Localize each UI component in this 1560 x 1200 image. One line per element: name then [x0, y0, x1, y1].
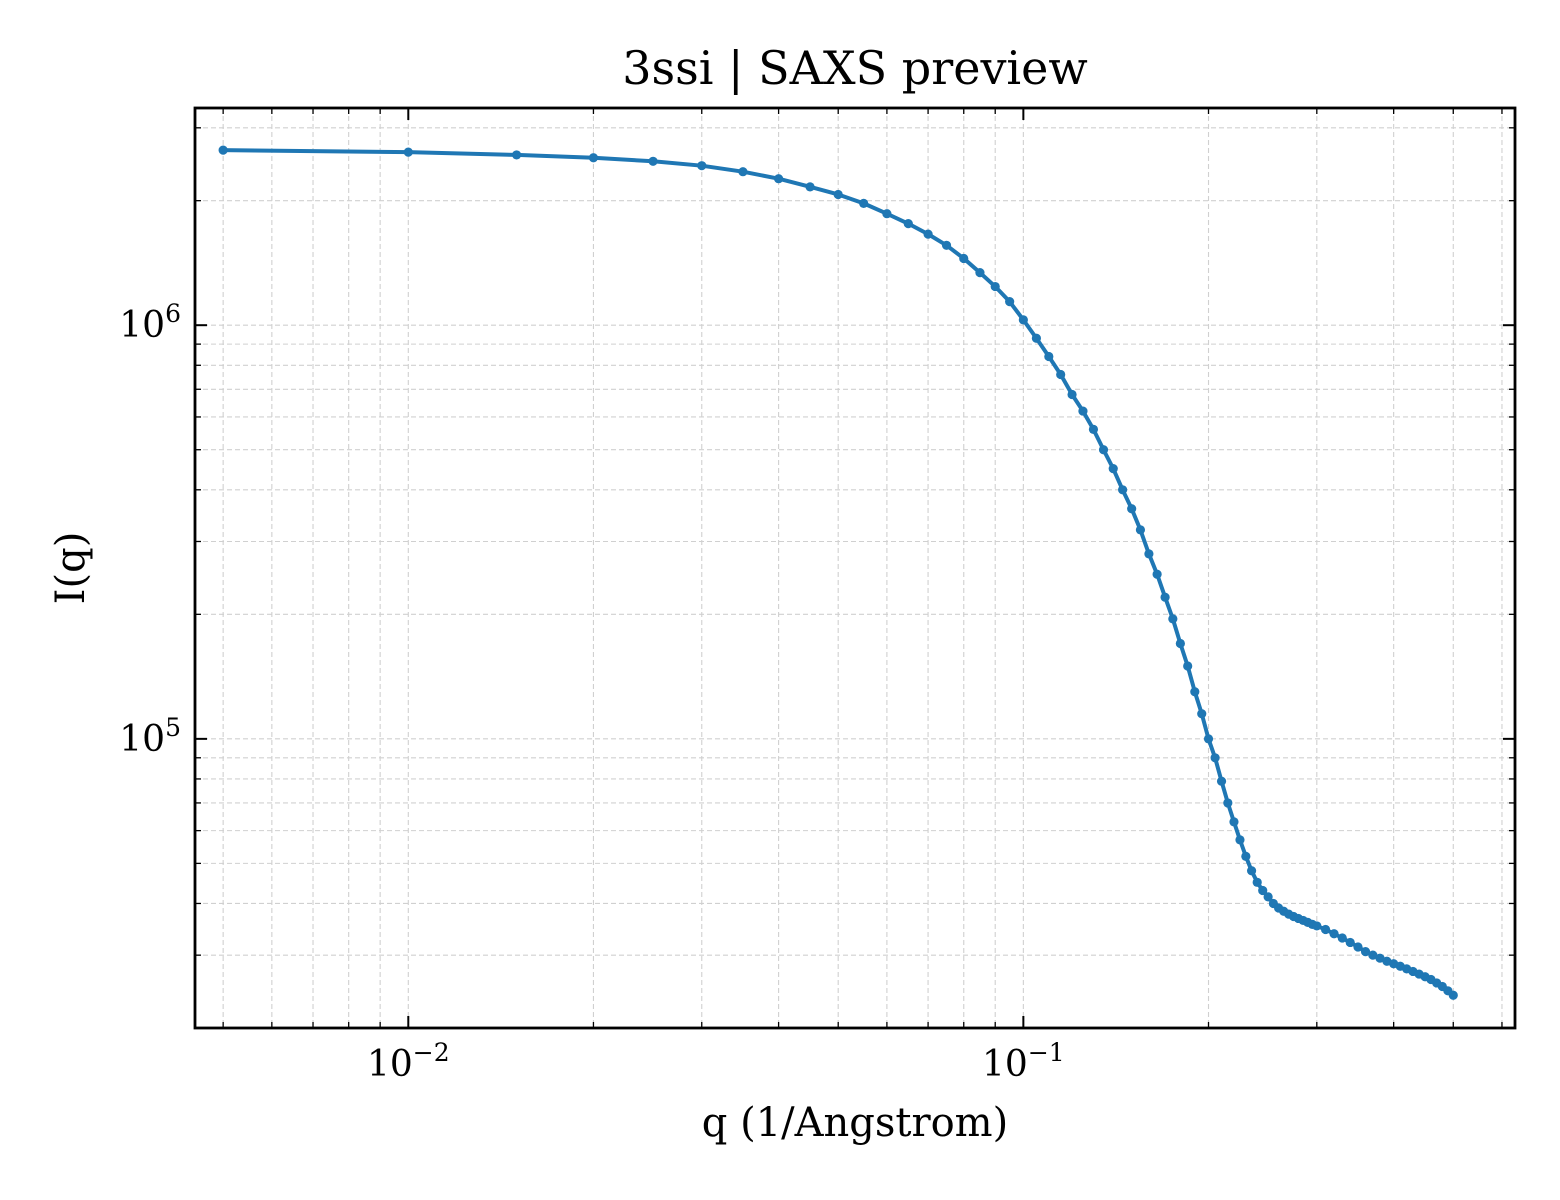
data-point: [1223, 798, 1233, 808]
chart-title: 3ssi | SAXS preview: [622, 41, 1088, 95]
data-point: [1448, 990, 1458, 1000]
series-points: [218, 145, 1458, 1000]
x-axis-label: q (1/Angstrom): [702, 1100, 1008, 1146]
data-point: [1216, 776, 1227, 786]
data-point: [1258, 885, 1268, 896]
y-tick-label: 106: [119, 299, 181, 346]
data-point: [805, 182, 815, 192]
grid: [195, 108, 1515, 1029]
data-point: [1088, 424, 1099, 434]
data-point: [1329, 929, 1339, 939]
data-point: [1183, 661, 1193, 671]
data-point: [1345, 937, 1355, 948]
data-point: [738, 167, 748, 177]
data-point: [773, 174, 784, 184]
data-point: [1375, 953, 1385, 963]
data-point: [1263, 892, 1273, 902]
data-point: [1098, 445, 1109, 455]
data-point: [648, 156, 658, 166]
data-point: [1067, 389, 1077, 400]
data-point: [1044, 351, 1054, 362]
data-point: [697, 161, 707, 171]
data-point: [882, 209, 892, 219]
data-point: [1078, 406, 1088, 416]
data-point: [1197, 709, 1207, 719]
data-point: [1229, 817, 1239, 827]
major-ticks: [195, 108, 1515, 1028]
data-point: [1127, 504, 1137, 514]
data-point: [859, 198, 869, 208]
data-point: [512, 150, 522, 160]
data-point: [1353, 942, 1363, 952]
data-point: [990, 281, 1000, 292]
y-axis-label: I(q): [48, 532, 94, 605]
data-point: [1031, 333, 1041, 343]
data-point: [1235, 835, 1245, 845]
data-point: [1337, 933, 1347, 943]
data-point: [1203, 734, 1214, 744]
x-tick-label: 10−2: [367, 1038, 450, 1085]
data-point: [903, 219, 913, 229]
data-point: [1108, 464, 1118, 474]
data-point: [1118, 485, 1128, 495]
data-point: [1320, 924, 1331, 935]
series-intensity: [218, 145, 1458, 1000]
y-tick-labels: 105 106: [119, 299, 181, 760]
plot-frame: [193, 106, 1517, 1030]
data-point: [1168, 614, 1178, 624]
x-tick-labels: 10−2 10−1: [367, 1038, 1065, 1085]
data-point: [1246, 866, 1257, 876]
data-point: [1312, 921, 1322, 931]
data-point: [1056, 369, 1066, 380]
data-point: [1252, 877, 1262, 887]
data-point: [1210, 753, 1220, 763]
data-point: [923, 229, 933, 239]
y-tick-label: 105: [119, 713, 181, 760]
x-tick-label: 10−1: [982, 1038, 1065, 1085]
data-point: [588, 153, 599, 163]
data-point: [1152, 569, 1162, 579]
data-point: [1018, 315, 1028, 325]
data-point: [975, 268, 985, 278]
data-point: [1005, 297, 1015, 307]
data-point: [941, 240, 952, 250]
data-point: [1175, 638, 1185, 649]
data-point: [1160, 592, 1170, 602]
data-point: [1190, 687, 1200, 697]
data-point: [1144, 549, 1154, 559]
data-point: [1368, 950, 1378, 960]
data-point: [959, 253, 969, 264]
data-point: [1241, 851, 1251, 861]
data-point: [1135, 525, 1146, 535]
data-point: [403, 147, 413, 157]
data-point: [218, 145, 228, 155]
data-point: [833, 189, 843, 200]
data-point: [1360, 946, 1371, 957]
